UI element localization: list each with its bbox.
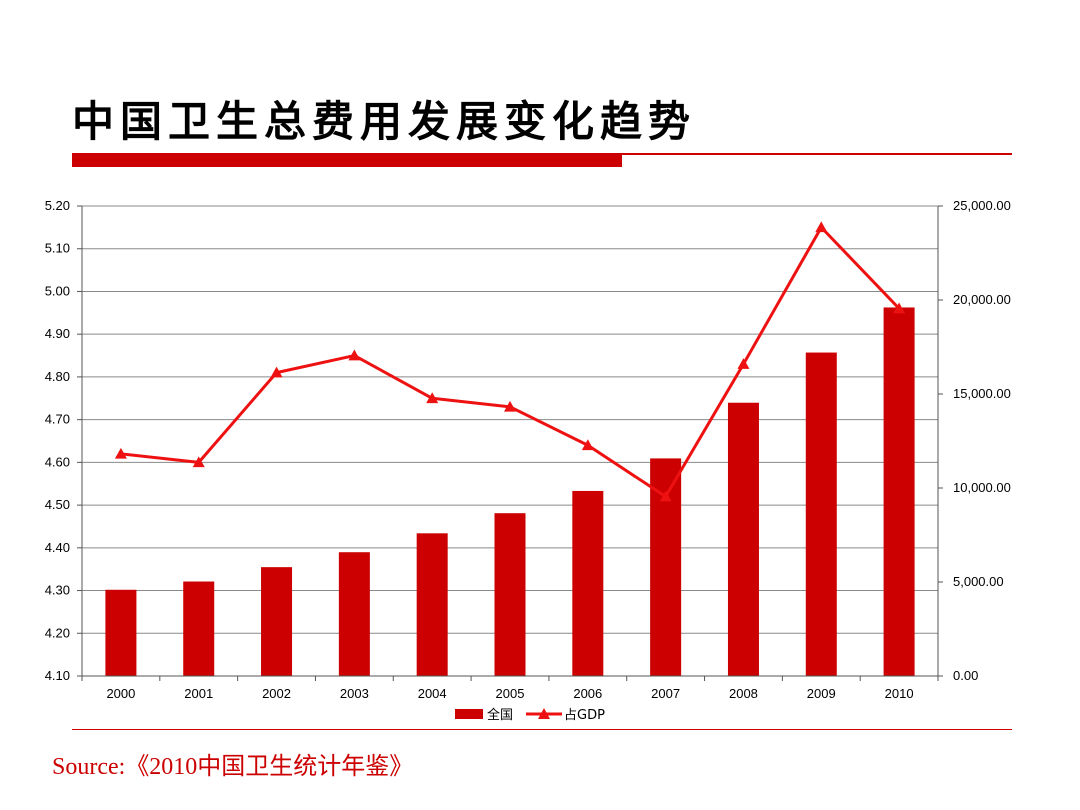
line-series xyxy=(114,221,906,502)
gdp-share-marker-2006 xyxy=(581,439,594,451)
x-axis-tick-label: 2001 xyxy=(184,686,213,701)
left-axis-tick-label: 4.20 xyxy=(45,625,70,640)
right-axis-tick-label: 0.00 xyxy=(953,668,978,683)
gdp-share-marker-2004 xyxy=(426,392,439,404)
bar-2004 xyxy=(416,533,448,676)
axes: 5.20 5.10 5.00 4.90 4.80 4.70 4.60 4.50 4.40 4.30… xyxy=(45,198,1011,701)
x-axis-tick-label: 2009 xyxy=(807,686,836,701)
left-axis-tick-label: 4.40 xyxy=(45,540,70,555)
gdp-share-marker-2010 xyxy=(893,302,906,314)
x-axis-tick-label: 2004 xyxy=(418,686,447,701)
gdp-share-marker-2002 xyxy=(270,366,283,378)
x-axis-tick-label: 2005 xyxy=(496,686,525,701)
bar-2005 xyxy=(494,513,526,676)
legend-swatch-bar xyxy=(455,709,483,719)
x-axis-tick-label: 2002 xyxy=(262,686,291,701)
right-axis-tick-label: 15,000.00 xyxy=(953,386,1011,401)
legend-marker-line xyxy=(538,708,550,719)
bar-2008 xyxy=(727,402,759,676)
x-axis-tick-label: 2008 xyxy=(729,686,758,701)
legend: 全国 占GDP xyxy=(455,707,605,723)
slide-title: 中国卫生总费用发展变化趋势 xyxy=(72,97,697,146)
gdp-share-marker-2009 xyxy=(815,221,828,233)
gdp-share-line xyxy=(120,225,901,499)
right-axis-tick-label: 20,000.00 xyxy=(953,292,1011,307)
x-axis-tick-label: 2003 xyxy=(340,686,369,701)
bar-2003 xyxy=(338,552,370,676)
x-axis-tick-label: 2007 xyxy=(651,686,680,701)
left-axis-tick-label: 4.60 xyxy=(45,454,70,469)
right-axis-tick-label: 10,000.00 xyxy=(953,480,1011,495)
x-axis-tick-label: 2010 xyxy=(885,686,914,701)
left-axis-tick-label: 5.00 xyxy=(45,283,70,298)
right-axis-tick-label: 5,000.00 xyxy=(953,574,1004,589)
gdp-share-marker-2008 xyxy=(737,358,750,369)
bar-2002 xyxy=(261,567,293,676)
x-axis-tick-label: 2000 xyxy=(106,686,135,701)
combo-chart: 5.20 5.10 5.00 4.90 4.80 4.70 4.60 4.50 4.40 4.30… xyxy=(45,198,1011,723)
left-axis-tick-label: 4.70 xyxy=(45,412,70,427)
legend-label-line: 占GDP xyxy=(564,708,605,723)
left-axis-tick-label: 4.10 xyxy=(45,668,70,683)
bar-2010 xyxy=(883,307,915,676)
left-axis-tick-label: 4.50 xyxy=(45,497,70,512)
footer-divider xyxy=(72,729,1012,730)
source-caption: Source:《2010中国卫生统计年鉴》 xyxy=(52,754,414,780)
gdp-share-marker-2005 xyxy=(504,400,516,412)
left-axis-tick-label: 4.30 xyxy=(45,583,70,598)
bar-2006 xyxy=(572,490,604,676)
legend-label-bar: 全国 xyxy=(487,707,513,723)
gdp-share-marker-2000 xyxy=(114,447,127,459)
left-axis-tick-label: 4.80 xyxy=(45,369,70,384)
gdp-share-marker-2001 xyxy=(192,456,205,468)
gdp-share-marker-2003 xyxy=(348,349,361,361)
left-axis-tick-label: 4.90 xyxy=(45,326,70,341)
title-underline-thick xyxy=(72,153,622,167)
bar-2009 xyxy=(805,352,837,676)
bar-series xyxy=(105,307,915,676)
gdp-share-marker-2007 xyxy=(659,490,672,502)
left-axis-tick-label: 5.20 xyxy=(45,198,70,213)
right-axis-tick-label: 25,000.00 xyxy=(953,198,1011,213)
title-underline-thin xyxy=(622,153,1012,155)
bar-2001 xyxy=(183,581,215,676)
x-axis-tick-label: 2006 xyxy=(573,686,602,701)
left-axis-tick-label: 5.10 xyxy=(45,241,70,256)
bar-2000 xyxy=(105,589,137,676)
